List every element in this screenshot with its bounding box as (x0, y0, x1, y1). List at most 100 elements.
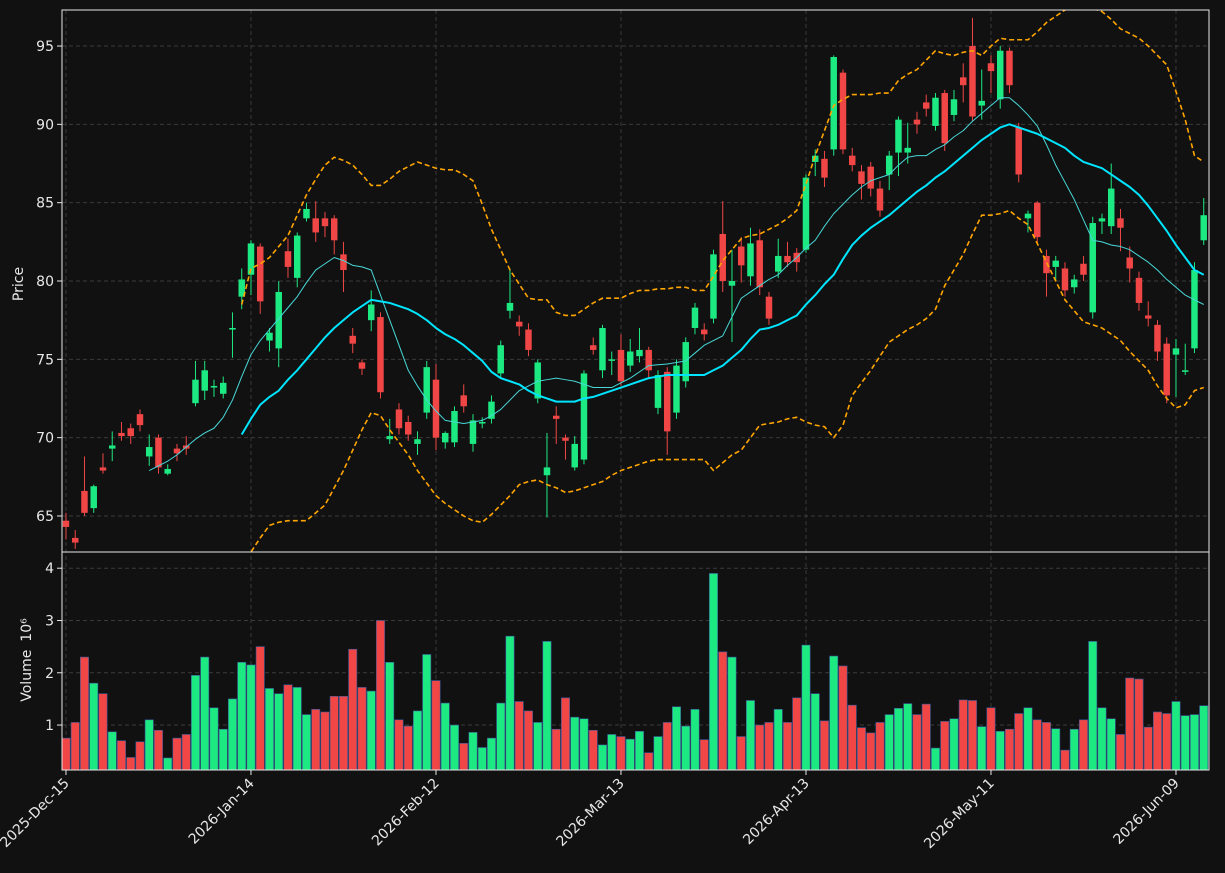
candle-body (663, 371, 671, 432)
candle-body (996, 50, 1004, 100)
volume-bar (487, 737, 496, 770)
candle-body (876, 188, 884, 211)
candle-body (164, 468, 171, 474)
volume-bar (339, 695, 348, 770)
volume-bar (385, 662, 395, 770)
volume-bar (921, 703, 931, 770)
candle-body (275, 291, 282, 349)
candle-body (173, 448, 181, 454)
volume-bar (1190, 714, 1199, 770)
volume-axis-label: Volume 10⁶ (19, 618, 35, 702)
candle-body (904, 147, 911, 153)
candle-body (830, 56, 837, 150)
candle-body (1061, 268, 1069, 291)
y-tick-label: 90 (36, 117, 54, 133)
candle-body (1015, 127, 1022, 175)
candle-body (941, 93, 948, 144)
volume-bar (616, 736, 626, 770)
volume-bar (598, 744, 607, 770)
volume-bar (172, 737, 182, 770)
volume-bar (524, 710, 533, 770)
candle-body (784, 255, 791, 263)
candle-body (1052, 260, 1059, 267)
candle-body (802, 177, 810, 250)
candle-body (386, 436, 393, 440)
candle-body (238, 279, 245, 297)
grid (62, 10, 1209, 770)
frame (61, 9, 1210, 771)
candle-body (1163, 343, 1170, 396)
volume-bar (792, 697, 802, 770)
volume-bar (820, 720, 829, 770)
candle-body (303, 208, 310, 219)
volume-bar (977, 726, 987, 770)
candle-body (256, 246, 264, 302)
candle-body (700, 329, 708, 335)
candle-body (340, 254, 347, 271)
volume-tick-label: 4 (45, 561, 54, 577)
volume-bar (746, 700, 755, 770)
candle-body (118, 432, 125, 437)
volume-bar (1162, 713, 1172, 770)
y-tick-label: 95 (36, 39, 54, 55)
candle-body (895, 119, 902, 153)
candle-body (247, 243, 255, 275)
volume-bar (1106, 718, 1116, 770)
y-tick-label: 85 (36, 196, 54, 212)
candle-body (950, 99, 958, 115)
candle-body (497, 345, 504, 374)
volume-bar (1042, 722, 1051, 770)
candle-body (922, 102, 930, 109)
volume-bar (986, 707, 996, 770)
volume-bar (1060, 749, 1070, 770)
volume-bar (1014, 713, 1024, 770)
volume-bar (662, 722, 672, 770)
volume-bar (838, 665, 848, 770)
candle-body (441, 432, 449, 443)
candle-body (460, 395, 467, 407)
volume-bar (265, 688, 274, 770)
volume-bar (348, 648, 358, 770)
overlay-line (249, 209, 1204, 552)
candle-body (645, 349, 652, 371)
volume-bar (154, 729, 163, 770)
y-tick-label: 80 (36, 274, 54, 290)
volume-bar (579, 718, 589, 770)
volume-bar (764, 722, 774, 770)
candle-body (155, 437, 162, 468)
volume-bar (505, 635, 515, 770)
volume-bar (588, 729, 598, 770)
candle-body (913, 119, 921, 125)
volume-bar (551, 728, 561, 770)
candle-body (1107, 188, 1115, 227)
volume-bar (98, 693, 108, 770)
candle-body (821, 158, 828, 178)
candle-body (580, 373, 588, 460)
volume-bar (80, 656, 89, 770)
volume-bar (699, 739, 709, 770)
volume-bar (1153, 711, 1162, 770)
volume-bar (283, 684, 293, 770)
volume-bar (1171, 701, 1181, 770)
candle-body (192, 379, 199, 404)
candle-body (617, 349, 625, 382)
candle-body (1098, 218, 1106, 222)
candle-body (1154, 324, 1161, 352)
candle-body (525, 329, 532, 350)
volume-bar (690, 709, 700, 770)
overlay-line (149, 97, 1204, 471)
volume-bar (218, 728, 228, 770)
volume-bar (1143, 726, 1153, 770)
candle-body (1172, 348, 1180, 355)
volume-bar (292, 687, 302, 770)
volume-bar (209, 707, 219, 770)
volume-tick-label: 3 (45, 613, 54, 629)
volume-bar (644, 752, 654, 770)
candle-body (858, 171, 865, 184)
candle-body (219, 382, 227, 394)
candle-body (811, 155, 819, 162)
volume-bar (709, 573, 718, 770)
candle-body (737, 246, 745, 266)
candle-body (210, 385, 218, 388)
